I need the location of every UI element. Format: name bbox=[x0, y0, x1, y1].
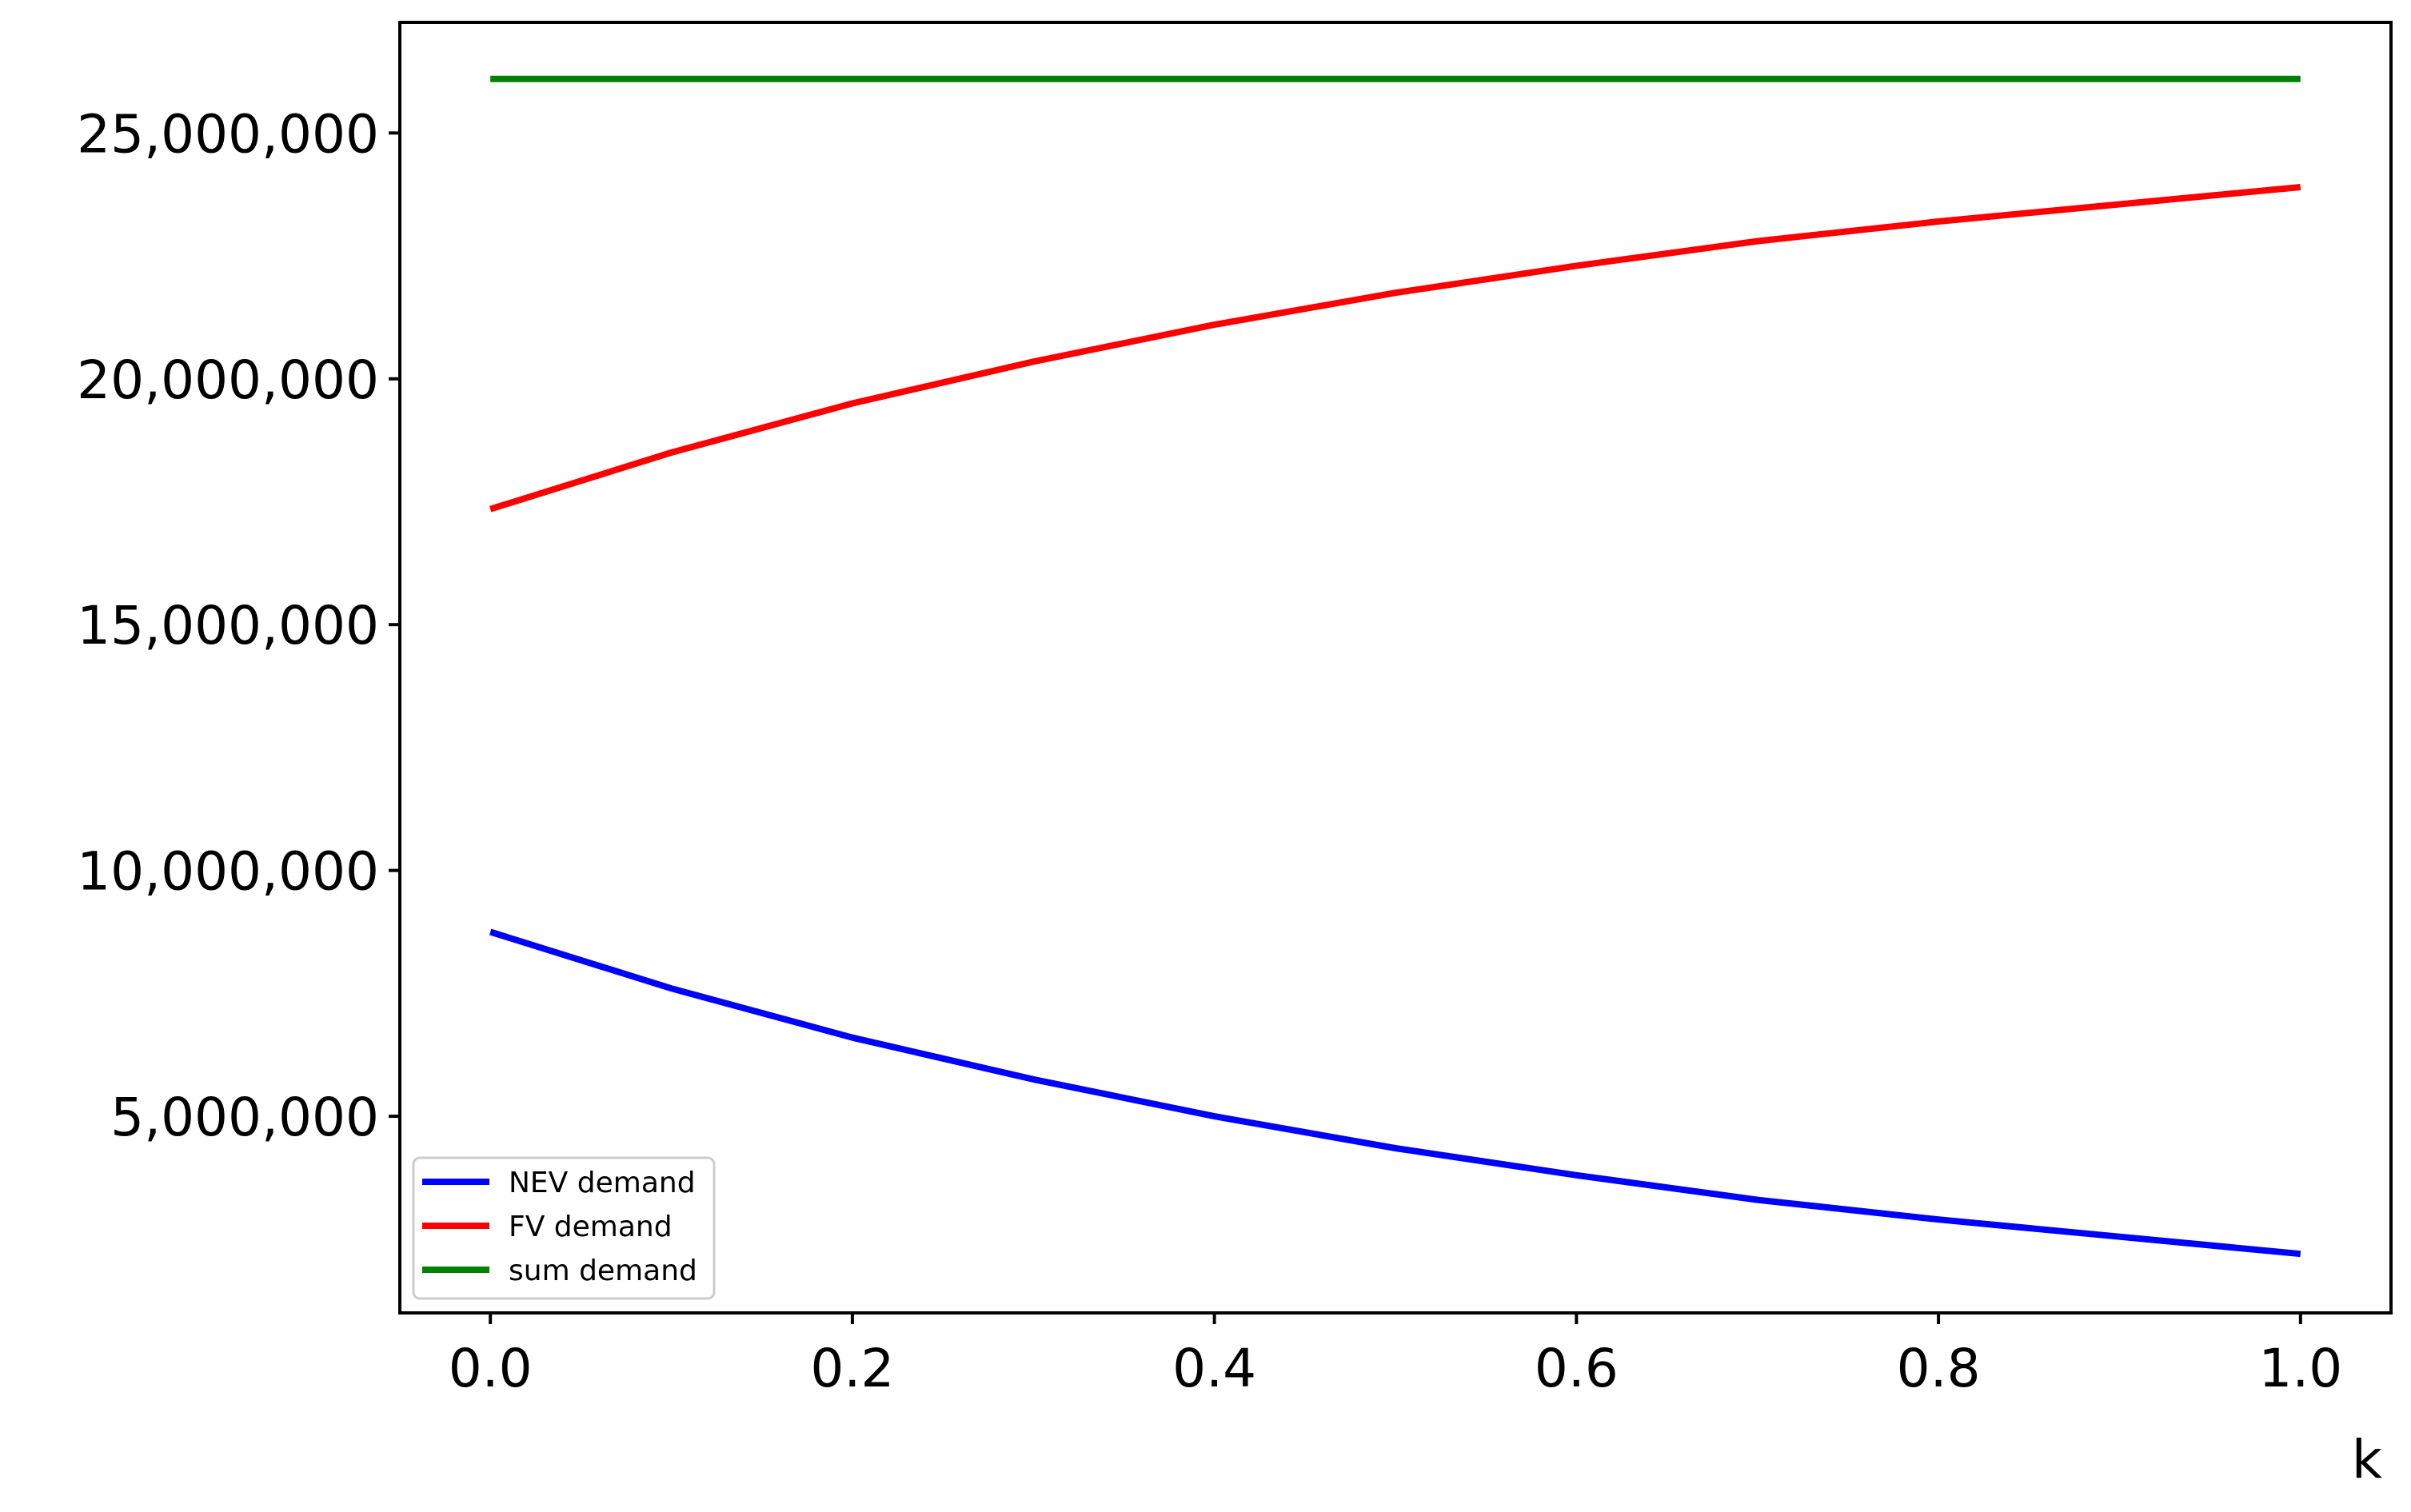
legend-label-nev-demand: NEV demand bbox=[509, 1167, 696, 1199]
y-tick-label: 5,000,000 bbox=[110, 1087, 379, 1148]
x-tick-label: 0.8 bbox=[1897, 1338, 1981, 1399]
legend-label-sum-demand: sum demand bbox=[509, 1255, 697, 1287]
y-tick-label: 15,000,000 bbox=[77, 595, 379, 656]
y-tick-label: 20,000,000 bbox=[77, 349, 379, 411]
x-tick-label: 0.6 bbox=[1535, 1338, 1619, 1399]
x-axis-label: k bbox=[2352, 1429, 2383, 1490]
x-axis: 0.0 0.2 0.4 0.6 0.8 1.0 bbox=[449, 1313, 2342, 1399]
x-tick-label: 0.0 bbox=[449, 1338, 533, 1399]
x-tick-label: 0.4 bbox=[1172, 1338, 1256, 1399]
series-line-nev-demand bbox=[489, 928, 2301, 1258]
legend-label-fv-demand: FV demand bbox=[509, 1211, 673, 1243]
legend-box bbox=[412, 1156, 716, 1300]
x-tick-label: 0.2 bbox=[810, 1338, 894, 1399]
y-tick-label: 10,000,000 bbox=[77, 841, 379, 903]
plot-area-frame bbox=[398, 21, 2393, 1315]
x-tick-label: 1.0 bbox=[2258, 1338, 2342, 1399]
y-tick-label: 25,000,000 bbox=[77, 103, 379, 165]
plot-content bbox=[489, 75, 2301, 1258]
y-axis: 5,000,000 10,000,000 15,000,000 20,000,000 2… bbox=[77, 103, 400, 1148]
legend: NEV demand FV demand sum demand bbox=[412, 1156, 716, 1300]
series-line-fv-demand bbox=[489, 184, 2301, 513]
